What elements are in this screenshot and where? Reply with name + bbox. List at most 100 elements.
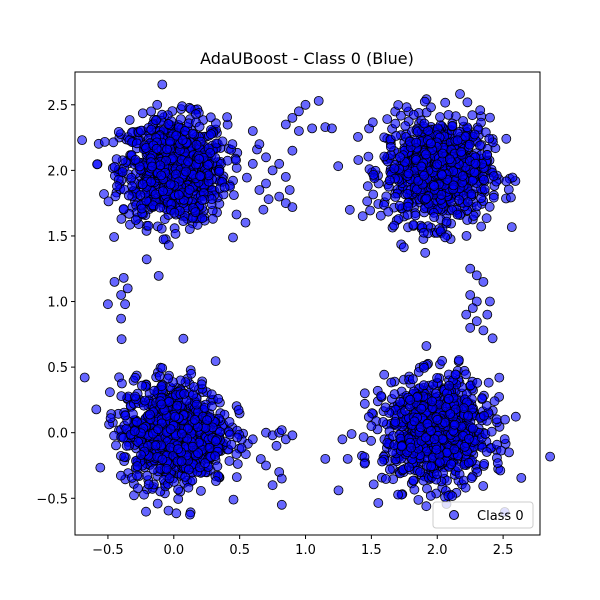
data-point (483, 377, 494, 388)
data-point (77, 135, 87, 146)
data-point (176, 428, 187, 439)
data-point (395, 396, 406, 407)
data-point (164, 136, 175, 147)
plot-frame (74, 71, 541, 536)
data-point (478, 325, 489, 336)
data-point (92, 159, 102, 170)
data-point (461, 230, 472, 241)
data-point (194, 121, 205, 132)
data-point (419, 170, 430, 181)
data-point (368, 169, 379, 180)
data-point (380, 402, 391, 413)
data-point (200, 458, 210, 469)
data-point (486, 426, 497, 437)
data-point (386, 377, 397, 388)
data-point (157, 186, 168, 197)
data-point (146, 124, 157, 135)
data-point (276, 499, 287, 510)
data-point (181, 166, 191, 177)
data-point (263, 194, 274, 205)
data-point (471, 201, 482, 212)
data-point (184, 184, 195, 195)
data-point (185, 509, 195, 520)
x-tick-label: 1.5 (361, 543, 382, 558)
data-point (437, 148, 448, 159)
data-point (403, 201, 413, 212)
data-point (461, 309, 472, 320)
data-point (127, 181, 138, 192)
data-point (458, 403, 469, 414)
data-point (143, 479, 154, 490)
data-point (420, 432, 431, 443)
data-point (150, 440, 161, 451)
data-point (467, 175, 478, 186)
data-point (187, 128, 198, 139)
data-point (445, 409, 456, 419)
data-point (463, 457, 474, 468)
data-point (365, 205, 376, 216)
data-point (375, 210, 386, 221)
data-point (464, 139, 475, 150)
data-point (503, 184, 514, 195)
data-point (186, 368, 197, 379)
data-point (488, 171, 499, 182)
data-point (432, 372, 443, 383)
data-point (403, 168, 414, 179)
data-point (484, 133, 495, 144)
data-point (357, 211, 368, 222)
data-point (146, 176, 156, 187)
legend-label: Class 0 (477, 509, 524, 524)
data-point (153, 270, 164, 281)
data-point (280, 171, 291, 182)
data-point (400, 121, 411, 131)
x-axis: −0.5 0.0 0.5 1.0 1.5 2.0 2.5 (92, 535, 513, 558)
data-point (418, 227, 429, 238)
data-point (393, 100, 404, 110)
data-point (390, 118, 401, 129)
data-point (447, 491, 458, 502)
data-point (193, 448, 204, 459)
y-tick-label: 1.0 (47, 296, 68, 311)
data-point (207, 213, 218, 224)
data-point (211, 476, 221, 487)
data-point (368, 479, 379, 490)
data-point (274, 191, 285, 202)
data-point (393, 489, 404, 500)
data-point (261, 178, 271, 189)
data-point (465, 322, 476, 333)
data-point (378, 417, 389, 427)
data-point (135, 190, 146, 201)
data-point (141, 506, 151, 517)
data-point (394, 200, 405, 211)
data-point (346, 429, 357, 439)
data-point (432, 414, 443, 425)
data-point (376, 391, 387, 401)
data-point (99, 136, 110, 147)
data-point (337, 434, 348, 445)
data-point (468, 210, 479, 221)
data-point (425, 490, 436, 501)
data-point (267, 480, 278, 491)
data-point (146, 106, 157, 117)
data-point (119, 452, 130, 462)
data-point (79, 372, 90, 383)
data-point (409, 416, 420, 427)
data-point (224, 416, 235, 427)
data-point (232, 432, 243, 443)
data-point (444, 154, 455, 165)
data-point (434, 457, 445, 468)
legend-box (432, 501, 534, 529)
data-point (413, 494, 424, 505)
data-point (467, 423, 478, 434)
data-point (353, 131, 363, 142)
data-point (465, 263, 476, 274)
data-point (103, 196, 114, 207)
data-point (144, 409, 155, 420)
data-point (109, 161, 120, 172)
data-point (436, 189, 447, 200)
data-point (164, 473, 175, 484)
y-tick-label: 1.5 (47, 230, 68, 245)
data-point (271, 440, 282, 451)
data-point (118, 204, 129, 214)
data-point (195, 171, 206, 182)
